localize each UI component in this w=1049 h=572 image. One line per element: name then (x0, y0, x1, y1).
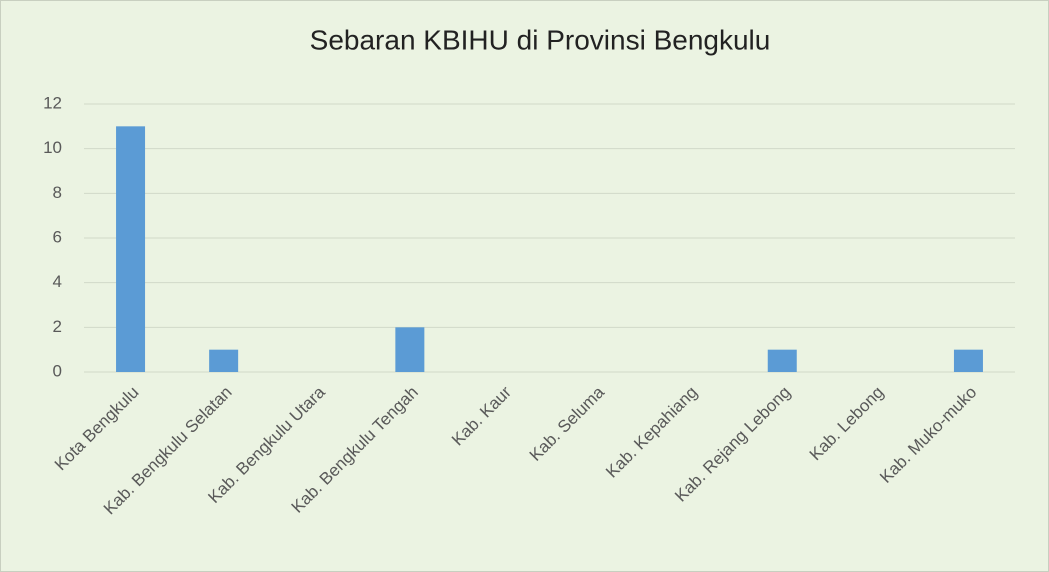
y-tick-label: 0 (53, 361, 62, 380)
chart-title: Sebaran KBIHU di Provinsi Bengkulu (310, 24, 771, 55)
bar (767, 349, 797, 372)
y-tick-label: 12 (43, 93, 62, 112)
y-tick-label: 2 (53, 317, 62, 336)
y-tick-label: 10 (43, 138, 62, 157)
y-tick-label: 6 (53, 227, 62, 246)
y-tick-label: 8 (53, 183, 62, 202)
y-tick-label: 4 (53, 272, 62, 291)
bar (209, 349, 239, 372)
bar (116, 126, 146, 372)
bar (395, 327, 425, 372)
bar (953, 349, 983, 372)
